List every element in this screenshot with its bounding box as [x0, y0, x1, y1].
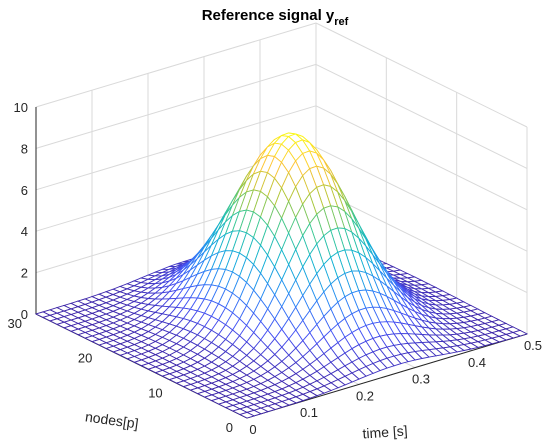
grid-line-z-back-right — [315, 105, 528, 211]
x-tick-label: 0.1 — [300, 405, 318, 420]
chart-title-subscript: ref — [334, 16, 348, 28]
grid-line-z-back-left — [35, 105, 317, 191]
x-tick-label: 0.3 — [412, 372, 430, 387]
z-tick-label: 4 — [21, 224, 28, 239]
surface-mesh — [34, 132, 529, 419]
chart-title: Reference signal yref — [202, 7, 349, 28]
grid-line-z-back-left — [35, 63, 317, 149]
x-tick-label: 0.2 — [356, 388, 374, 403]
y-tick-label: 0 — [226, 420, 233, 435]
grid-line-z-back-right — [315, 63, 528, 169]
surface-cell — [238, 411, 256, 419]
z-tick-label: 0 — [21, 307, 28, 322]
y-axis-label: nodes[p] — [84, 408, 139, 431]
z-tick-label: 2 — [21, 266, 28, 281]
x-tick-label: 0.4 — [468, 355, 486, 370]
tick-labels: 0 2 4 6 8 10 0 0.1 0.2 0.3 0.4 0.5 0 10 20 30 — [8, 100, 543, 437]
z-tick-label: 6 — [21, 183, 28, 198]
x-tick-label: 0 — [249, 422, 256, 437]
chart-title-main: Reference signal y — [202, 7, 335, 24]
z-tick-label: 10 — [14, 100, 28, 115]
grid-line-z-back-right — [315, 188, 528, 294]
y-tick-label: 30 — [8, 316, 22, 331]
y-tick-label: 20 — [78, 351, 92, 366]
grid-line-z-back-right — [315, 22, 528, 128]
y-tick-label: 10 — [148, 385, 162, 400]
grid-line-z-back-right — [315, 146, 528, 252]
x-tick-label: 0.5 — [524, 338, 542, 353]
z-tick-label: 8 — [21, 141, 28, 156]
grid-line-z-back-left — [35, 22, 317, 108]
x-axis-label: time [s] — [362, 422, 408, 441]
